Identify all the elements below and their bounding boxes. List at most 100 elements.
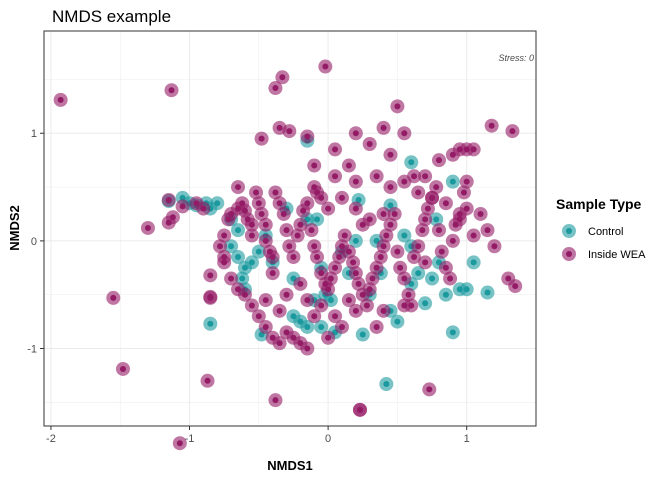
y-axis-title: NMDS2 [7,205,22,251]
data-point [422,300,429,307]
data-point [297,221,304,228]
data-point [460,189,467,196]
data-point [179,203,186,210]
data-point [447,275,454,282]
data-point [405,291,412,298]
series-inside-wea [53,59,523,451]
data-point [272,85,279,92]
data-point [387,202,394,209]
data-point [352,178,359,185]
data-point [366,286,373,293]
data-point [276,200,283,207]
data-point [373,264,380,271]
data-point [327,297,334,304]
data-point [377,254,384,261]
data-point [394,103,401,110]
data-point [290,254,297,261]
data-point [463,286,470,293]
data-point [433,184,440,191]
data-point [411,173,418,180]
data-point [248,302,255,309]
data-point [235,254,242,261]
data-point [429,194,436,201]
data-point [235,184,242,191]
x-tick-label: 1 [464,433,470,445]
data-point [119,365,126,372]
data-point [221,254,228,261]
data-point [442,200,449,207]
legend-items: Control Inside WEA [562,224,646,261]
data-point [272,397,279,404]
data-point [401,275,408,282]
data-point [318,302,325,309]
chart-title: NMDS example [52,7,171,26]
data-point [408,159,415,166]
data-point [449,329,456,336]
x-tick-label: -1 [185,433,195,445]
data-point [276,307,283,314]
data-point [488,122,495,129]
legend-key [566,228,572,234]
data-point [248,221,255,228]
data-point [325,334,332,341]
data-point [314,189,321,196]
data-point [394,318,401,325]
data-point [304,133,311,140]
data-point [449,178,456,185]
data-point [269,270,276,277]
data-point [415,189,422,196]
data-point [438,248,445,255]
legend-title: Sample Type [556,196,642,212]
data-point [391,210,398,217]
data-point [269,254,276,261]
data-point [276,124,283,131]
data-point [262,237,269,244]
data-point [165,196,172,203]
data-point [207,320,214,327]
data-point [294,232,301,239]
data-point [380,124,387,131]
data-point [463,178,470,185]
data-point [304,297,311,304]
data-point [477,210,484,217]
data-point [345,162,352,169]
data-point [318,323,325,330]
data-point [509,128,516,135]
data-point [352,270,359,277]
data-point [318,270,325,277]
data-point [332,146,339,153]
data-point [387,184,394,191]
scatter-points [53,59,523,451]
data-point [255,248,262,255]
data-point [297,280,304,287]
data-point [248,232,255,239]
data-point [57,96,64,103]
data-point [491,243,498,250]
data-point [380,307,387,314]
data-point [338,323,345,330]
data-point [380,243,387,250]
data-point [435,157,442,164]
data-point [304,323,311,330]
data-point [359,221,366,228]
data-point [341,232,348,239]
data-point [322,63,329,70]
data-point [363,302,370,309]
data-point [456,210,463,217]
data-point [279,74,286,81]
data-point [345,297,352,304]
axes: -2 -1 0 1 -1 0 1 [27,128,470,445]
data-point [401,130,408,137]
data-point [422,173,429,180]
data-point [311,243,318,250]
legend: Sample Type Control Inside WEA [556,196,646,261]
data-point [214,200,221,207]
data-point [383,232,390,239]
data-point [435,227,442,234]
panel-border [43,30,537,427]
stress-annotation: Stress: 0 [498,53,534,63]
data-point [512,283,519,290]
data-point [262,323,269,330]
data-point [470,232,477,239]
